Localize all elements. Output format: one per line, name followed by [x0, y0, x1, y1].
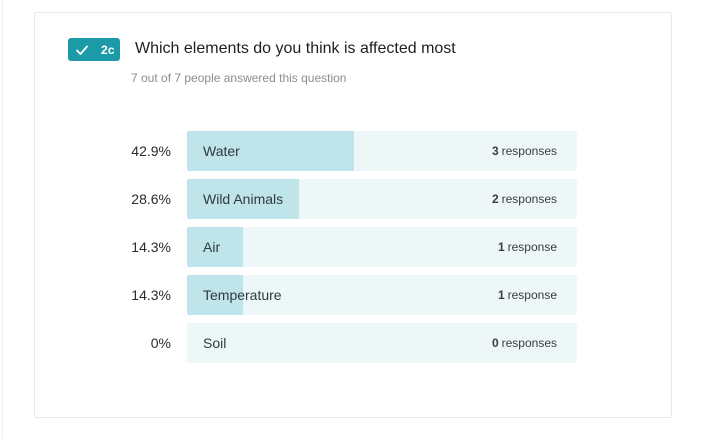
- question-number: 2c: [101, 42, 115, 57]
- result-row: 14.3% Temperature 1 response: [35, 275, 671, 315]
- result-count-number: 1: [497, 288, 505, 302]
- result-percent: 14.3%: [131, 239, 171, 255]
- result-count-number: 3: [491, 144, 499, 158]
- result-label: Soil: [203, 335, 227, 351]
- result-bar-fill: [187, 179, 299, 219]
- result-row: 14.3% Air 1 response: [35, 227, 671, 267]
- result-bar: Wild Animals 2 responses: [187, 179, 577, 219]
- result-percent: 28.6%: [131, 191, 171, 207]
- result-bar-fill: [187, 227, 243, 267]
- result-count: 1 response: [498, 275, 557, 315]
- result-count: 2 responses: [492, 179, 557, 219]
- question-title: Which elements do you think is affected …: [135, 40, 456, 57]
- result-count-unit: response: [507, 240, 557, 254]
- question-results-card: 2c Which elements do you think is affect…: [34, 12, 672, 418]
- result-count-unit: responses: [501, 192, 557, 206]
- result-count-number: 0: [491, 336, 499, 350]
- result-count: 3 responses: [492, 131, 557, 171]
- result-row: 0% Soil 0 responses: [35, 323, 671, 363]
- result-label: Temperature: [203, 287, 282, 303]
- result-bar: Soil 0 responses: [187, 323, 577, 363]
- result-count-unit: response: [507, 288, 557, 302]
- result-percent: 14.3%: [131, 287, 171, 303]
- check-icon: [76, 45, 88, 55]
- result-count-number: 1: [497, 240, 505, 254]
- result-label: Air: [203, 239, 221, 255]
- result-percent: 42.9%: [131, 143, 171, 159]
- question-badge: 2c: [68, 38, 120, 61]
- result-count: 1 response: [498, 227, 557, 267]
- result-row: 42.9% Water 3 responses: [35, 131, 671, 171]
- result-bar: Water 3 responses: [187, 131, 577, 171]
- result-label: Wild Animals: [203, 191, 284, 207]
- result-bar: Air 1 response: [187, 227, 577, 267]
- page-edge: [2, 0, 3, 439]
- answered-count: 7 out of 7 people answered this question: [131, 71, 347, 85]
- result-row: 28.6% Wild Animals 2 responses: [35, 179, 671, 219]
- result-count: 0 responses: [492, 323, 557, 363]
- result-bar-fill: [187, 275, 243, 315]
- result-count-number: 2: [491, 192, 499, 206]
- result-bar: Temperature 1 response: [187, 275, 577, 315]
- result-count-unit: responses: [501, 144, 557, 158]
- result-bar-fill: [187, 131, 355, 171]
- result-label: Water: [203, 143, 240, 159]
- results-list: 42.9% Water 3 responses 28.6% Wild Animal…: [35, 131, 671, 371]
- result-count-unit: responses: [501, 336, 557, 350]
- result-percent: 0%: [150, 335, 171, 351]
